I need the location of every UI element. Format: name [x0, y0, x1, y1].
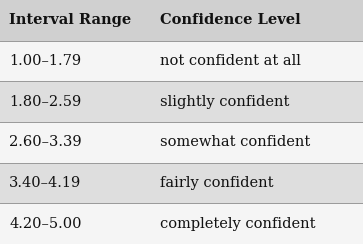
Text: 1.00–1.79: 1.00–1.79 [9, 54, 81, 68]
Text: not confident at all: not confident at all [160, 54, 301, 68]
Text: completely confident: completely confident [160, 217, 315, 231]
Text: 2.60–3.39: 2.60–3.39 [9, 135, 82, 149]
Bar [0, 0, 363, 41]
Text: somewhat confident: somewhat confident [160, 135, 310, 149]
Text: 1.80–2.59: 1.80–2.59 [9, 95, 81, 109]
Text: Interval Range: Interval Range [9, 13, 131, 27]
Bar [0, 81, 363, 122]
Text: fairly confident: fairly confident [160, 176, 273, 190]
Bar [0, 122, 363, 163]
Bar [0, 41, 363, 81]
Text: 4.20–5.00: 4.20–5.00 [9, 217, 82, 231]
Text: Confidence Level: Confidence Level [160, 13, 301, 27]
Bar [0, 163, 363, 203]
Text: slightly confident: slightly confident [160, 95, 289, 109]
Text: 3.40–4.19: 3.40–4.19 [9, 176, 81, 190]
Bar [0, 203, 363, 244]
